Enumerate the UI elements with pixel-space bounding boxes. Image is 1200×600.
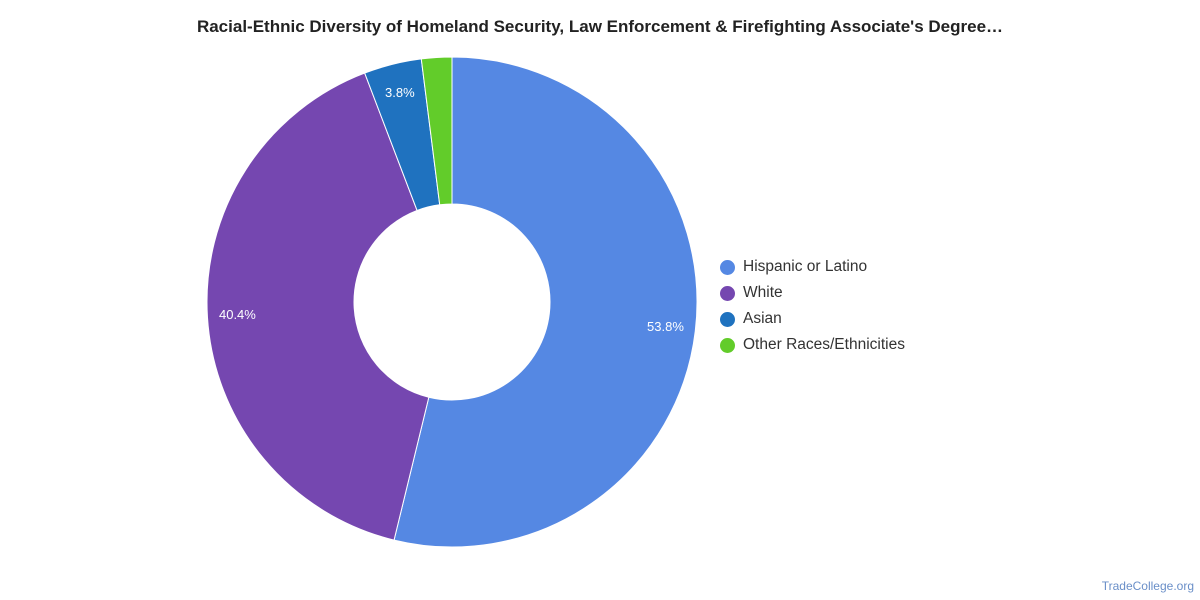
- slice-other-races-ethnicities[interactable]: [420, 56, 453, 206]
- chart-title: Racial-Ethnic Diversity of Homeland Secu…: [196, 17, 1004, 36]
- legend-item-white[interactable]: White: [720, 280, 905, 306]
- legend-label: Other Races/Ethnicities: [743, 336, 905, 353]
- source-credit[interactable]: TradeCollege.org: [1101, 579, 1194, 593]
- chart-legend: Hispanic or Latino White Asian Other Races/…: [720, 254, 905, 358]
- legend-label: Hispanic or Latino: [743, 258, 868, 275]
- legend-item-hispanic-or-latino[interactable]: Hispanic or Latino: [720, 254, 905, 280]
- slice-hispanic-or-latino[interactable]: [393, 56, 698, 548]
- legend-item-other-races-ethnicities[interactable]: Other Races/Ethnicities: [720, 332, 905, 358]
- data-label-white: 40.4%: [219, 307, 256, 322]
- legend-swatch-icon: [720, 285, 735, 301]
- legend-swatch-icon: [720, 311, 735, 327]
- legend-swatch-icon: [720, 337, 735, 353]
- legend-swatch-icon: [720, 259, 735, 275]
- legend-label: White: [743, 284, 783, 301]
- legend-label: Asian: [743, 310, 782, 327]
- data-label-asian: 3.8%: [385, 85, 415, 100]
- legend-item-asian[interactable]: Asian: [720, 306, 905, 332]
- slice-white[interactable]: [206, 72, 430, 541]
- data-label-hispanic-or-latino: 53.8%: [647, 319, 684, 334]
